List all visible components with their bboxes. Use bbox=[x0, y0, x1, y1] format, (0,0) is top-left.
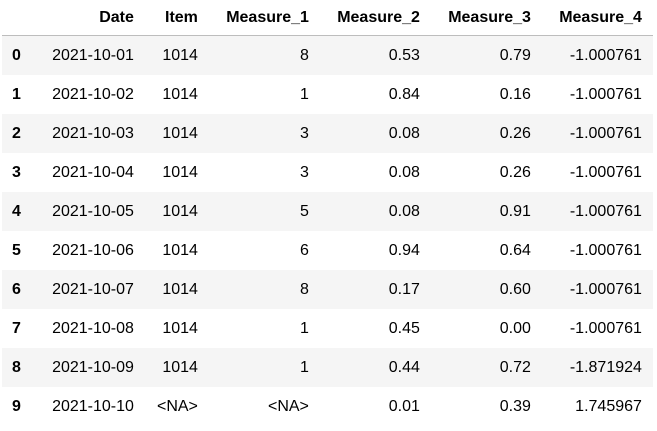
cell: 1014 bbox=[162, 46, 198, 64]
cell: 0.94 bbox=[388, 241, 420, 259]
cell: 1 bbox=[300, 358, 309, 376]
cell: -1.000761 bbox=[569, 163, 642, 181]
row-index: 1 bbox=[12, 85, 21, 103]
row-index: 3 bbox=[12, 163, 21, 181]
cell: <NA> bbox=[267, 397, 309, 415]
cell: 1014 bbox=[162, 241, 198, 259]
row-index: 0 bbox=[12, 46, 21, 64]
column-header: Date bbox=[31, 0, 145, 36]
row-index: 6 bbox=[12, 280, 21, 298]
cell: 2021-10-09 bbox=[52, 358, 134, 376]
cell: 0.08 bbox=[388, 163, 420, 181]
cell: <NA> bbox=[156, 397, 198, 415]
cell: 2021-10-01 bbox=[52, 46, 134, 64]
cell: 0.26 bbox=[499, 124, 531, 142]
cell: 0.64 bbox=[499, 241, 531, 259]
row-index: 7 bbox=[12, 319, 21, 337]
cell: -1.000761 bbox=[569, 241, 642, 259]
row-index: 9 bbox=[12, 397, 21, 415]
row-index: 2 bbox=[12, 124, 21, 142]
cell: 3 bbox=[300, 163, 309, 181]
cell: 2021-10-08 bbox=[52, 319, 134, 337]
cell: 0.26 bbox=[499, 163, 531, 181]
cell: 2021-10-04 bbox=[52, 163, 134, 181]
cell: 0.17 bbox=[388, 280, 420, 298]
table-row: 5 2021-10-06 1014 6 0.94 0.64 -1.000761 bbox=[2, 231, 653, 270]
table-body: 0 2021-10-01 1014 8 0.53 0.79 -1.000761 1 2021-1… bbox=[2, 35, 653, 427]
table-header: Date Item Measure_1 Measure_2 Measure_3 Measu… bbox=[2, 0, 653, 36]
cell: -1.000761 bbox=[569, 85, 642, 103]
cell: -1.000761 bbox=[569, 124, 642, 142]
cell: 2021-10-07 bbox=[52, 280, 134, 298]
cell: 1 bbox=[300, 85, 309, 103]
cell: 1014 bbox=[162, 202, 198, 220]
cell: -1.000761 bbox=[569, 46, 642, 64]
table-row: 7 2021-10-08 1014 1 0.45 0.00 -1.000761 bbox=[2, 309, 653, 348]
cell: 0.45 bbox=[388, 319, 420, 337]
cell: 0.08 bbox=[388, 124, 420, 142]
cell: 1.745967 bbox=[575, 397, 642, 415]
cell: -1.000761 bbox=[569, 280, 642, 298]
cell: 2021-10-06 bbox=[52, 241, 134, 259]
cell: 0.08 bbox=[388, 202, 420, 220]
cell: 5 bbox=[300, 202, 309, 220]
table-row: 2 2021-10-03 1014 3 0.08 0.26 -1.000761 bbox=[2, 114, 653, 153]
table-row: 9 2021-10-10 <NA> <NA> 0.01 0.39 1.745967 bbox=[2, 387, 653, 426]
cell: 6 bbox=[300, 241, 309, 259]
cell: 0.91 bbox=[499, 202, 531, 220]
cell: 8 bbox=[300, 46, 309, 64]
cell: 1014 bbox=[162, 319, 198, 337]
cell: -1.000761 bbox=[569, 319, 642, 337]
cell: 1 bbox=[300, 319, 309, 337]
table-row: 4 2021-10-05 1014 5 0.08 0.91 -1.000761 bbox=[2, 192, 653, 231]
table-row: 8 2021-10-09 1014 1 0.44 0.72 -1.871924 bbox=[2, 348, 653, 387]
column-header: Measure_2 bbox=[319, 0, 431, 36]
cell: 1014 bbox=[162, 85, 198, 103]
row-index: 4 bbox=[12, 202, 21, 220]
cell: 8 bbox=[300, 280, 309, 298]
corner-cell bbox=[2, 0, 32, 36]
cell: 0.16 bbox=[499, 85, 531, 103]
dataframe: Date Item Measure_1 Measure_2 Measure_3 Measu… bbox=[2, 0, 653, 426]
column-header: Measure_3 bbox=[430, 0, 542, 36]
cell: 1014 bbox=[162, 280, 198, 298]
column-header: Measure_4 bbox=[541, 0, 653, 36]
cell: 0.79 bbox=[499, 46, 531, 64]
cell: 0.39 bbox=[499, 397, 531, 415]
cell: 2021-10-03 bbox=[52, 124, 134, 142]
cell: 2021-10-05 bbox=[52, 202, 134, 220]
row-index: 8 bbox=[12, 358, 21, 376]
column-header: Item bbox=[144, 0, 209, 36]
cell: 0.60 bbox=[499, 280, 531, 298]
cell: 2021-10-10 bbox=[52, 397, 134, 415]
column-header: Measure_1 bbox=[208, 0, 320, 36]
cell: 0.00 bbox=[499, 319, 531, 337]
header-row: Date Item Measure_1 Measure_2 Measure_3 Measu… bbox=[2, 0, 653, 36]
cell: 0.84 bbox=[388, 85, 420, 103]
cell: 1014 bbox=[162, 124, 198, 142]
cell: 3 bbox=[300, 124, 309, 142]
cell: -1.871924 bbox=[569, 358, 642, 376]
cell: 1014 bbox=[162, 358, 198, 376]
table-row: 6 2021-10-07 1014 8 0.17 0.60 -1.000761 bbox=[2, 270, 653, 309]
cell: 1014 bbox=[162, 163, 198, 181]
cell: 0.53 bbox=[388, 46, 420, 64]
cell: -1.000761 bbox=[569, 202, 642, 220]
cell: 2021-10-02 bbox=[52, 85, 134, 103]
cell: 0.44 bbox=[388, 358, 420, 376]
table-row: 3 2021-10-04 1014 3 0.08 0.26 -1.000761 bbox=[2, 153, 653, 192]
row-index: 5 bbox=[12, 241, 21, 259]
cell: 0.01 bbox=[388, 397, 420, 415]
table-row: 0 2021-10-01 1014 8 0.53 0.79 -1.000761 bbox=[2, 35, 653, 75]
table-row: 1 2021-10-02 1014 1 0.84 0.16 -1.000761 bbox=[2, 75, 653, 114]
cell: 0.72 bbox=[499, 358, 531, 376]
